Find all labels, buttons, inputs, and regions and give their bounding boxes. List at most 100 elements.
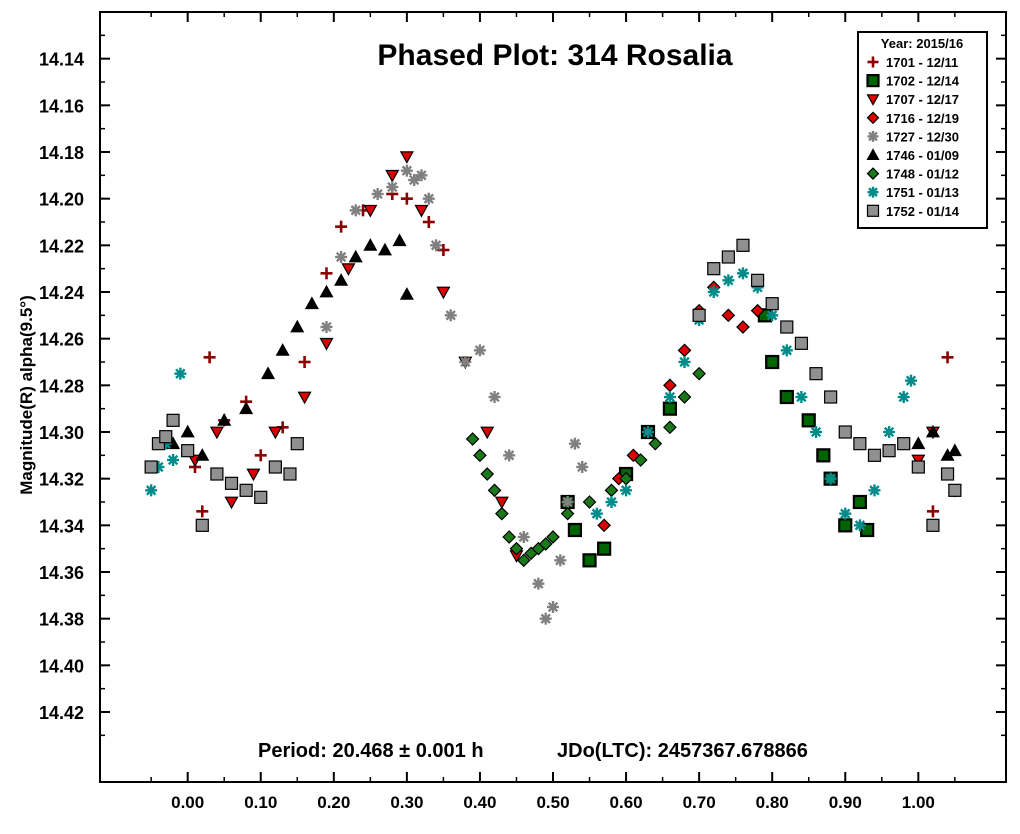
- data-points: [144, 151, 962, 625]
- data-point: [239, 401, 254, 415]
- data-point: [860, 522, 875, 538]
- data-point: [181, 444, 195, 458]
- data-point: [765, 354, 780, 370]
- data-point: [167, 454, 180, 466]
- chart-title: Phased Plot: 314 Rosalia: [377, 39, 732, 72]
- data-point: [503, 449, 516, 462]
- series-1748: [465, 366, 706, 568]
- data-point: [852, 494, 867, 510]
- x-tick-label: 0.90: [829, 793, 862, 812]
- x-tick-label: 0.60: [610, 793, 643, 812]
- data-point: [838, 425, 852, 439]
- y-tick-label: 14.16: [39, 96, 84, 116]
- data-point: [692, 366, 706, 381]
- legend-label: 1702 - 12/14: [886, 74, 960, 89]
- legend-marker: [866, 73, 880, 88]
- data-point: [605, 496, 618, 508]
- series-1746: [166, 233, 962, 461]
- data-point: [320, 321, 333, 333]
- x-tick-label: 0.10: [244, 793, 277, 812]
- data-point: [385, 169, 400, 183]
- x-tick-label: 0.50: [536, 793, 569, 812]
- y-tick-label: 14.40: [39, 656, 84, 676]
- data-point: [290, 437, 304, 451]
- data-point: [597, 541, 612, 556]
- data-point: [824, 472, 837, 485]
- data-point: [341, 263, 356, 276]
- data-point: [567, 522, 583, 538]
- data-point: [722, 274, 735, 287]
- data-point: [239, 483, 253, 497]
- series-1752: [144, 238, 962, 532]
- data-point: [480, 467, 495, 481]
- data-point: [839, 507, 852, 520]
- data-point: [750, 303, 765, 318]
- y-tick-label: 14.42: [39, 703, 84, 723]
- data-point: [582, 553, 597, 568]
- data-point: [766, 309, 779, 322]
- data-point: [494, 496, 509, 510]
- data-point: [948, 483, 962, 497]
- data-point: [349, 204, 362, 217]
- legend-box: [857, 31, 988, 229]
- data-point: [568, 437, 581, 450]
- data-point: [810, 426, 823, 438]
- data-point: [422, 216, 435, 228]
- x-tick-label: 0.70: [683, 793, 716, 812]
- data-point: [662, 401, 678, 416]
- x-tick-label: 0.30: [390, 793, 423, 812]
- data-point: [539, 612, 552, 625]
- data-point: [882, 444, 896, 458]
- data-point: [765, 297, 779, 311]
- data-point: [195, 448, 210, 461]
- data-point: [911, 436, 926, 450]
- data-point: [509, 541, 524, 556]
- data-point: [677, 343, 692, 358]
- data-point: [941, 351, 954, 364]
- data-point: [283, 467, 297, 481]
- data-point: [867, 448, 882, 462]
- legend-label: 1751 - 01/13: [886, 185, 959, 200]
- data-point: [174, 367, 187, 380]
- data-point: [561, 496, 574, 508]
- legend-label: 1748 - 01/12: [886, 167, 959, 182]
- data-point: [926, 518, 940, 532]
- x-tick-label: 0.00: [171, 793, 204, 812]
- legend-label: 1716 - 12/19: [886, 111, 959, 126]
- data-point: [620, 484, 633, 497]
- data-point: [377, 242, 392, 256]
- data-point: [363, 238, 378, 251]
- legend-marker: [866, 167, 880, 180]
- data-point: [290, 319, 305, 333]
- data-point: [363, 204, 378, 218]
- data-point: [195, 518, 209, 532]
- epoch-label: JDo(LTC): 2457367.678866: [557, 740, 808, 762]
- data-point: [298, 356, 311, 368]
- data-point: [400, 164, 413, 177]
- legend-marker: [866, 94, 880, 106]
- data-point: [560, 506, 575, 521]
- y-tick-label: 14.30: [39, 423, 84, 443]
- legend-marker: [866, 148, 880, 160]
- data-point: [582, 495, 597, 509]
- legend-title: Year: 2015/16: [881, 36, 963, 51]
- data-point: [911, 460, 925, 474]
- data-point: [335, 220, 348, 233]
- data-point: [750, 273, 765, 287]
- data-point: [940, 467, 955, 481]
- data-point: [180, 424, 195, 438]
- data-point: [371, 188, 384, 200]
- data-point: [224, 476, 239, 490]
- data-point: [436, 286, 451, 300]
- data-point: [532, 577, 545, 590]
- data-point: [444, 309, 457, 322]
- data-point: [480, 426, 495, 440]
- data-point: [926, 505, 939, 518]
- data-point: [554, 554, 567, 567]
- data-point: [516, 553, 531, 568]
- data-point: [209, 426, 224, 440]
- data-point: [473, 344, 486, 357]
- y-tick-label: 14.28: [39, 376, 84, 396]
- data-point: [297, 391, 312, 405]
